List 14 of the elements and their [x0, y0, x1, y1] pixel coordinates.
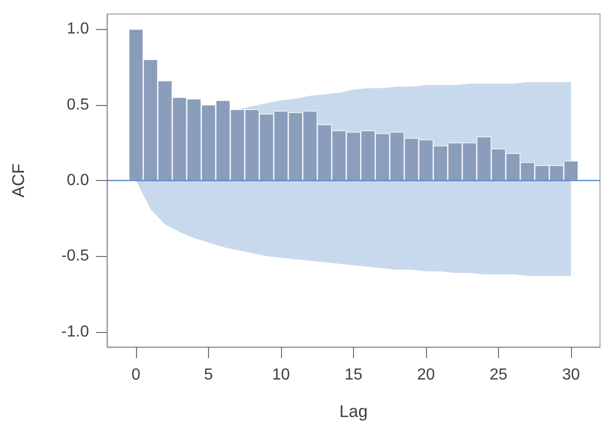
y-tick-label: 0.0 — [66, 172, 90, 189]
x-axis-title: Lag — [339, 402, 368, 421]
x-tick-label: 25 — [490, 366, 508, 384]
y-axis-title: ACF — [9, 164, 28, 198]
x-tick-label: 10 — [272, 366, 290, 384]
y-tick-label: 0.5 — [66, 96, 90, 114]
x-tick-label: 0 — [132, 366, 141, 384]
y-tick-label: 1.0 — [66, 20, 90, 38]
y-tick-label: -0.5 — [61, 248, 90, 265]
x-tick-label: 30 — [562, 366, 580, 384]
x-tick-label: 5 — [204, 366, 214, 384]
x-tick-label: 20 — [417, 366, 435, 384]
x-tick-label: 15 — [344, 366, 362, 384]
y-tick-label: -1.0 — [61, 323, 90, 340]
